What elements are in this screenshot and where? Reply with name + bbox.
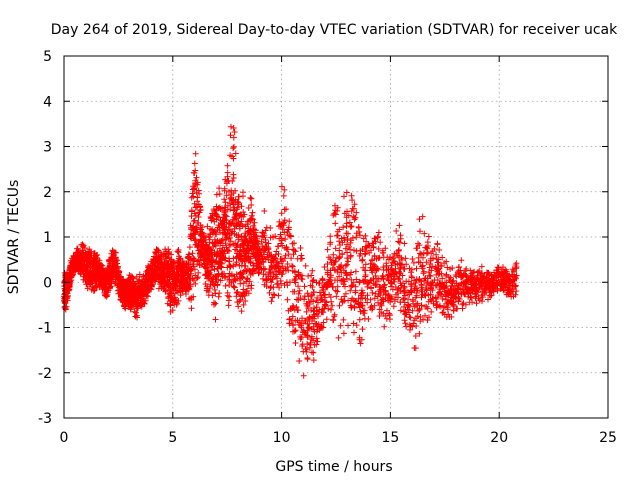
y-tick-label: -3 xyxy=(38,411,52,427)
y-tick-label: 1 xyxy=(43,230,52,246)
y-tick-label: -2 xyxy=(38,366,52,382)
x-tick-label: 25 xyxy=(599,430,617,446)
grid-lines xyxy=(64,56,608,418)
x-tick-label: 20 xyxy=(490,430,508,446)
chart-title: Day 264 of 2019, Sidereal Day-to-day VTE… xyxy=(51,22,618,38)
y-axis-label: SDTVAR / TECUs xyxy=(6,180,22,295)
x-tick-label: 5 xyxy=(168,430,177,446)
x-tick-label: 15 xyxy=(381,430,399,446)
data-points xyxy=(61,123,520,379)
y-tick-label: 0 xyxy=(43,275,52,291)
x-tick-label: 0 xyxy=(60,430,69,446)
y-tick-label: -1 xyxy=(38,321,52,337)
y-tick-label: 3 xyxy=(43,140,52,156)
y-tick-label: 4 xyxy=(43,94,52,110)
series-markers xyxy=(61,123,520,379)
tick-labels: 0 5 10 15 20 25 -3 -2 -1 0 1 2 3 4 5 xyxy=(38,49,617,446)
y-tick-label: 2 xyxy=(43,185,52,201)
x-tick-label: 10 xyxy=(273,430,291,446)
axis-ticks xyxy=(63,55,609,419)
x-axis-label: GPS time / hours xyxy=(275,459,392,475)
y-tick-label: 5 xyxy=(43,49,52,65)
